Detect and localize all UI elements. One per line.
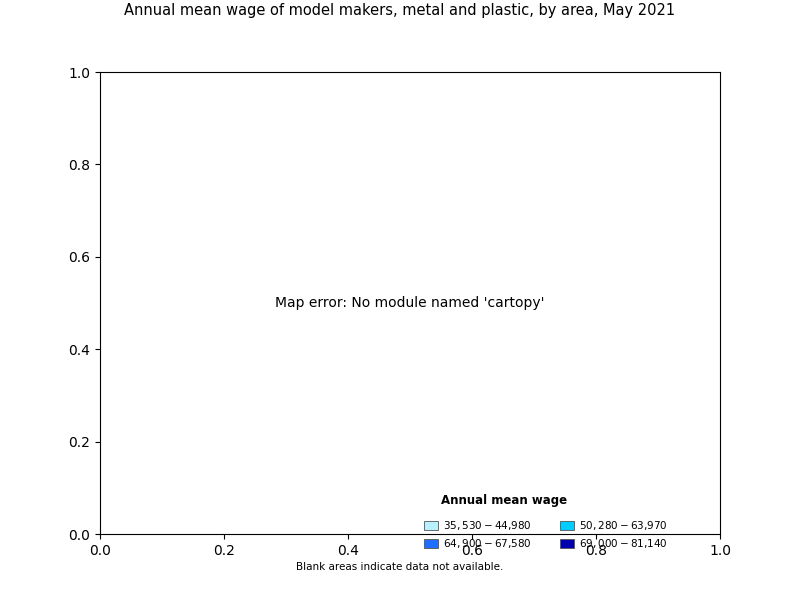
Text: $64,900 - $67,580: $64,900 - $67,580 [443, 536, 532, 550]
Text: $35,530 - $44,980: $35,530 - $44,980 [443, 518, 532, 532]
Text: Blank areas indicate data not available.: Blank areas indicate data not available. [296, 562, 504, 572]
Text: Annual mean wage: Annual mean wage [441, 494, 567, 507]
Text: Map error: No module named 'cartopy': Map error: No module named 'cartopy' [275, 296, 545, 310]
Text: $50,280 - $63,970: $50,280 - $63,970 [579, 518, 668, 532]
Text: Annual mean wage of model makers, metal and plastic, by area, May 2021: Annual mean wage of model makers, metal … [125, 3, 675, 18]
Text: $69,000 - $81,140: $69,000 - $81,140 [579, 536, 668, 550]
